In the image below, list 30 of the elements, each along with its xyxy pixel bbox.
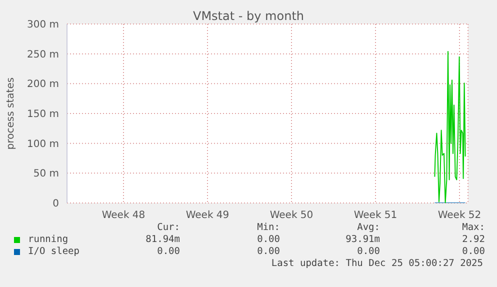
text: 0.00: [461, 246, 485, 257]
y-axis-title: process states: [6, 77, 17, 150]
y-tick-label: 0: [52, 198, 59, 210]
x-tick-label: Week 50: [270, 210, 314, 222]
text: 2.92: [461, 234, 485, 245]
text: 0.00: [256, 234, 280, 245]
text: 93.91m: [344, 234, 380, 245]
text: 81.94m: [144, 234, 180, 245]
y-tick-label: 300 m: [26, 20, 59, 31]
y-tick-label: 250 m: [26, 49, 59, 60]
text: Max:: [461, 222, 485, 233]
legend-label: running: [28, 234, 68, 245]
text: Last update: Thu Dec 25 05:00:27 2025: [271, 258, 483, 269]
y-tick-label: 100 m: [26, 138, 59, 150]
x-tick-label: Week 52: [438, 210, 482, 222]
text: 0.00: [156, 246, 180, 257]
y-tick-label: 200 m: [26, 79, 59, 90]
text: Min:: [256, 222, 280, 233]
text: 0.00: [256, 246, 280, 257]
x-tick-label: Week 49: [186, 210, 230, 222]
legend-label: I/O sleep: [28, 246, 80, 257]
x-tick-label: Week 48: [102, 210, 146, 222]
y-tick-label: 150 m: [26, 109, 59, 120]
text: Avg:: [356, 222, 380, 233]
text: 0.00: [356, 246, 380, 257]
x-tick-label: Week 51: [354, 210, 398, 222]
line-series: [434, 50, 466, 203]
y-tick-label: 50 m: [33, 168, 59, 180]
text: Cur:: [156, 222, 180, 233]
chart-title: VMstat - by month: [192, 9, 304, 23]
